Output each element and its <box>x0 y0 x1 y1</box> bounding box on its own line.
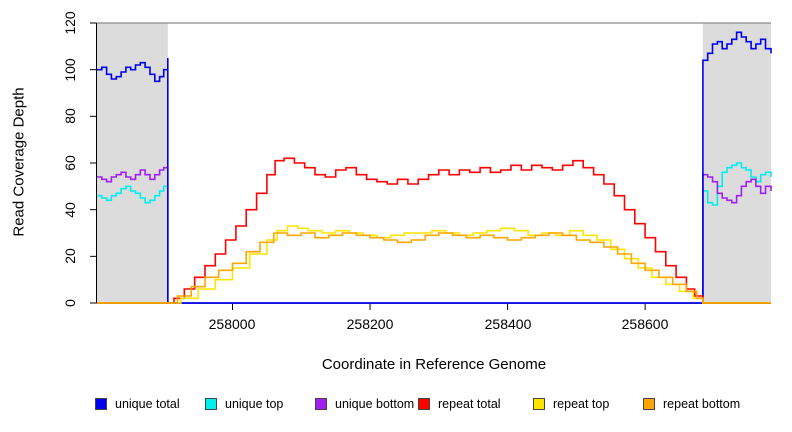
repeat-bottom-swatch-icon <box>643 398 655 410</box>
repeat-top-swatch-icon <box>533 398 545 410</box>
y-tick-label-120: 120 <box>62 11 78 35</box>
legend-entry-unique-bottom: unique bottom <box>315 397 414 411</box>
unique-bottom-swatch-icon <box>315 398 327 410</box>
legend-label: unique total <box>115 397 180 411</box>
legend-entry-repeat-bottom: repeat bottom <box>643 397 740 411</box>
y-tick-label-100: 100 <box>62 58 78 82</box>
legend-label: repeat top <box>553 397 610 411</box>
y-tick-label-60: 60 <box>62 155 78 171</box>
legend-entry-unique-top: unique top <box>205 397 283 411</box>
y-tick-label-20: 20 <box>62 248 78 265</box>
unique-total-swatch-icon <box>95 398 107 410</box>
x-tick-label-258600: 258600 <box>621 316 669 332</box>
legend-entry-unique-total: unique total <box>95 397 180 411</box>
legend-label: repeat total <box>438 397 501 411</box>
unique-top-swatch-icon <box>205 398 217 410</box>
x-tick-label-258400: 258400 <box>484 316 532 332</box>
y-tick-label-80: 80 <box>62 108 78 125</box>
y-tick-label-0: 0 <box>62 299 78 307</box>
x-tick-label-258200: 258200 <box>346 316 394 332</box>
repeat-total-swatch-icon <box>418 398 430 410</box>
y-axis-title: Read Coverage Depth <box>10 87 28 237</box>
legend-label: unique top <box>225 397 284 411</box>
y-tick-label-40: 40 <box>62 201 78 218</box>
legend-label: unique bottom <box>335 397 415 411</box>
x-axis-title: Coordinate in Reference Genome <box>321 356 547 373</box>
legend-entry-repeat-total: repeat total <box>418 397 501 411</box>
legend-entry-repeat-top: repeat top <box>533 397 609 411</box>
legend-label: repeat bottom <box>663 397 741 411</box>
x-tick-label-258000: 258000 <box>208 316 256 332</box>
